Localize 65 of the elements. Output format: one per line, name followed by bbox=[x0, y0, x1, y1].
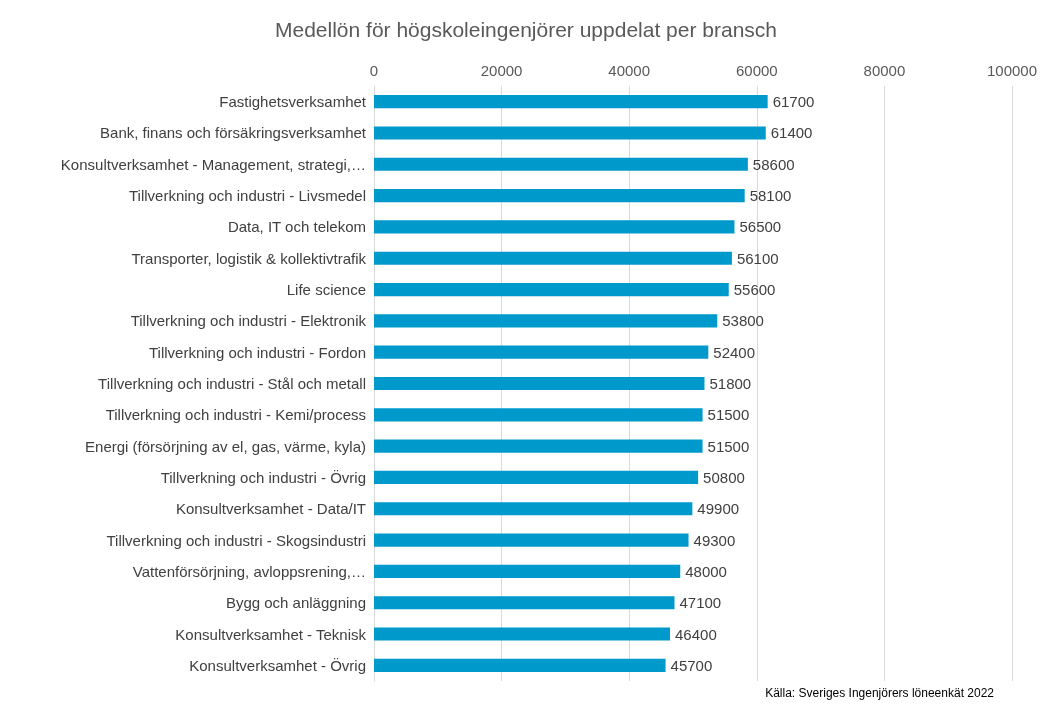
x-tick-label: 40000 bbox=[608, 62, 651, 79]
y-tick-label: Bank, finans och försäkringsverksamhet bbox=[100, 124, 367, 142]
bar bbox=[374, 126, 766, 140]
x-tick-label: 60000 bbox=[735, 62, 778, 79]
y-tick-label: Tillverkning och industri - Fordon bbox=[148, 343, 366, 361]
bar bbox=[374, 282, 729, 297]
data-label: 46400 bbox=[675, 625, 717, 643]
data-label: 52400 bbox=[713, 343, 756, 361]
bar bbox=[374, 251, 732, 265]
bar bbox=[374, 408, 703, 422]
data-label: 55600 bbox=[733, 281, 776, 299]
bar bbox=[374, 95, 768, 109]
y-tick-label: Transporter, logistik & kollektivtrafik bbox=[131, 249, 367, 267]
data-label: 58100 bbox=[749, 187, 792, 205]
y-tick-label: Vattenförsörjning, avloppsrening,… bbox=[132, 562, 366, 580]
y-tick-label: Konsultverksamhet - Övrig bbox=[189, 656, 366, 674]
y-tick-label: Fastighetsverksamhet bbox=[219, 93, 367, 111]
data-label: 58600 bbox=[752, 155, 795, 173]
data-label: 51800 bbox=[709, 375, 752, 392]
bar bbox=[374, 658, 666, 672]
data-label: 56500 bbox=[739, 218, 782, 236]
bar bbox=[374, 314, 718, 328]
data-label: 53800 bbox=[722, 312, 764, 330]
bar bbox=[374, 627, 671, 641]
y-tick-label: Konsultverksamhet - Data/IT bbox=[175, 500, 366, 518]
y-tick-label: Life science bbox=[286, 281, 366, 299]
x-tick-label: 100000 bbox=[986, 62, 1038, 79]
bar bbox=[374, 345, 709, 359]
text: Källa: Sveriges Ingenjörers löneenkät 2022 bbox=[765, 686, 995, 700]
data-label: 48000 bbox=[685, 562, 727, 580]
bar bbox=[374, 220, 735, 234]
bar bbox=[374, 376, 705, 391]
y-tick-label: Tillverkning och industri - Livsmedel bbox=[128, 187, 366, 205]
data-label: 51500 bbox=[707, 437, 750, 455]
y-tick-label: Konsultverksamhet - Teknisk bbox=[175, 625, 367, 643]
y-tick-label: Tillverkning och industri - Elektronik bbox=[130, 312, 367, 330]
data-label: 45700 bbox=[670, 656, 713, 674]
data-label: 49300 bbox=[693, 531, 736, 549]
data-label: 61400 bbox=[770, 124, 813, 142]
x-tick-label: 0 bbox=[369, 62, 379, 79]
bar bbox=[374, 439, 703, 453]
data-label: 56100 bbox=[736, 249, 779, 267]
y-tick-label: Energi (försörjning av el, gas, värme, kyla) bbox=[85, 437, 366, 455]
y-tick-label: Tillverkning och industri - Kemi/process bbox=[105, 406, 366, 424]
x-tick-label: 20000 bbox=[480, 62, 523, 79]
bar bbox=[374, 189, 745, 203]
data-label: 50800 bbox=[703, 468, 745, 486]
data-label: 47100 bbox=[679, 594, 722, 612]
y-tick-label: Tillverkning och industri - Skogsindustri bbox=[106, 531, 366, 549]
x-tick-label: 80000 bbox=[863, 62, 906, 79]
bar bbox=[374, 157, 748, 171]
y-tick-label: Data, IT och telekom bbox=[227, 218, 366, 236]
y-tick-label: Bygg och anläggning bbox=[225, 594, 366, 612]
y-tick-label: Tillverkning och industri - Stål och metall bbox=[98, 375, 366, 392]
y-tick-label: Tillverkning och industri - Övrig bbox=[160, 468, 366, 486]
data-label: 49900 bbox=[697, 500, 740, 518]
bar bbox=[374, 564, 681, 578]
bar bbox=[374, 596, 675, 610]
chart-title: Medellön för högskoleingenjörer uppdelat per bransch bbox=[275, 18, 777, 41]
bar bbox=[374, 533, 689, 547]
y-tick-label: Konsultverksamhet - Management, strategi,… bbox=[60, 155, 366, 173]
data-label: 61700 bbox=[772, 93, 815, 111]
bar bbox=[374, 502, 693, 516]
bar bbox=[374, 470, 699, 485]
data-label: 51500 bbox=[707, 406, 750, 424]
